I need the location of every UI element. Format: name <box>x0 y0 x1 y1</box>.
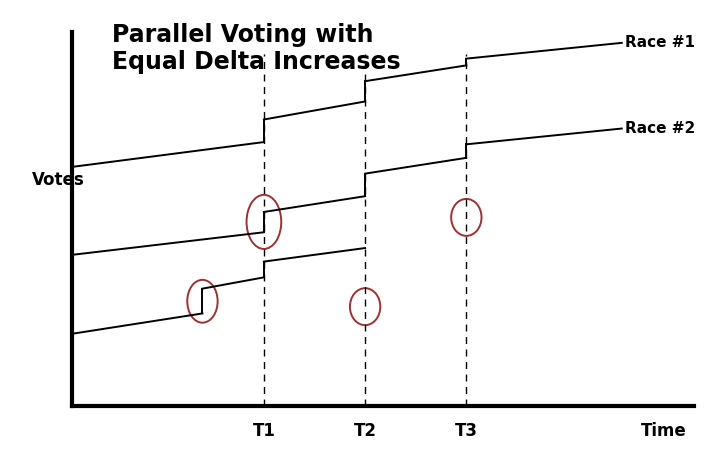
Text: Parallel Voting with
Equal Delta Increases: Parallel Voting with Equal Delta Increas… <box>112 23 401 74</box>
Text: Race #1: Race #1 <box>625 35 696 51</box>
Text: T3: T3 <box>455 422 478 440</box>
Text: Time: Time <box>641 422 687 440</box>
Text: Votes: Votes <box>32 171 84 189</box>
Text: T1: T1 <box>252 422 275 440</box>
Text: Race #2: Race #2 <box>625 121 696 136</box>
Text: T2: T2 <box>354 422 377 440</box>
